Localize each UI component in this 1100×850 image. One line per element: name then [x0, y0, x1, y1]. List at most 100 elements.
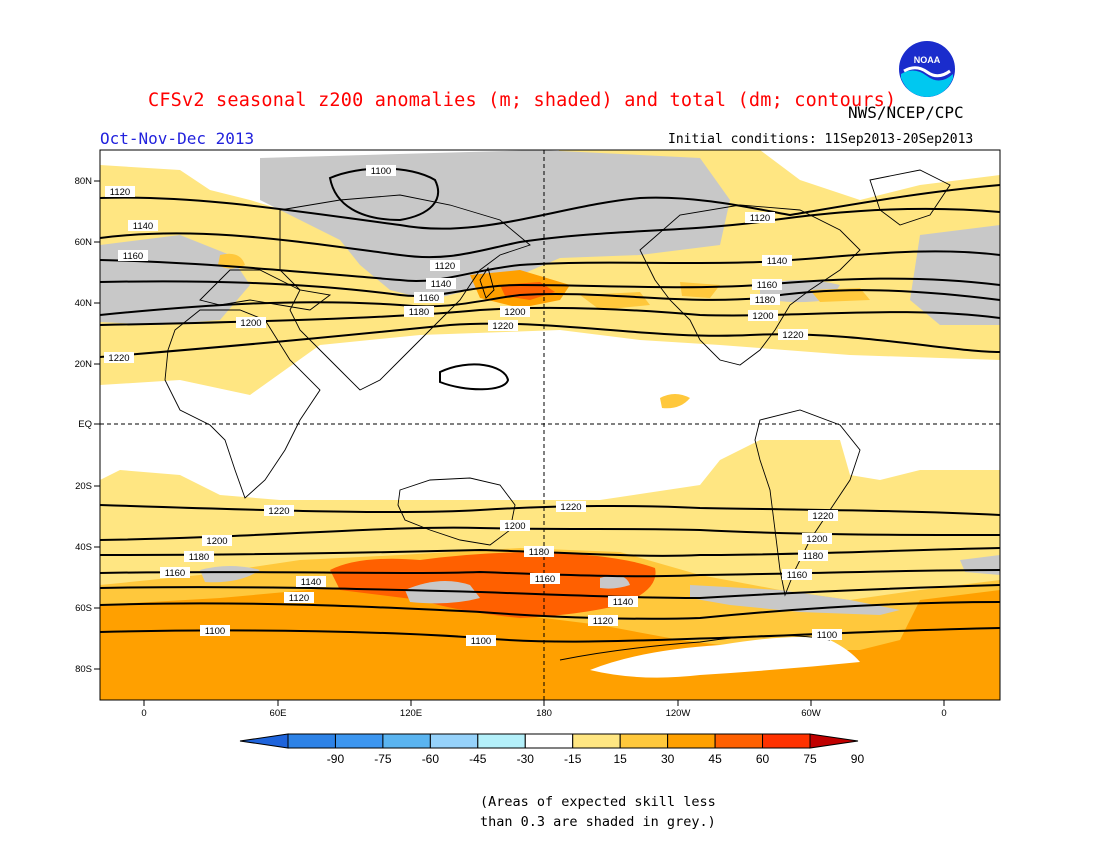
contour-labels: 1120 1100 1140 1160 1120 1140 1160 1180 …	[104, 165, 842, 647]
svg-text:1160: 1160	[757, 280, 777, 291]
contour-label: 1220	[808, 510, 838, 522]
contour-label: 1160	[414, 292, 444, 304]
svg-text:1220: 1220	[812, 511, 833, 522]
colorbar	[239, 733, 859, 749]
lon-tick-label: 60W	[801, 708, 821, 719]
svg-text:1180: 1180	[803, 551, 823, 562]
svg-text:1100: 1100	[817, 630, 837, 641]
lat-tick-label: 40N	[75, 298, 93, 309]
lon-tick-label: 120W	[666, 708, 691, 719]
colorbar-box	[287, 733, 336, 749]
svg-text:1160: 1160	[123, 251, 143, 262]
coast-north-america	[639, 204, 861, 366]
svg-text:1140: 1140	[133, 221, 153, 232]
skill-note-line2: than 0.3 are shaded in grey.)	[480, 814, 716, 830]
coast-europe	[199, 269, 332, 311]
contour-label: 1220	[264, 505, 294, 517]
contour-label: 1140	[608, 596, 638, 608]
contour-1100-nh	[100, 184, 1000, 230]
contour-label: 1180	[750, 294, 780, 306]
contour-label: 1200	[748, 310, 778, 322]
lat-tick-label: 20N	[75, 359, 93, 370]
contour-1220-nh	[100, 322, 1000, 358]
noaa-logo-icon: NOAA	[897, 39, 957, 99]
lon-tick-label: 0	[941, 708, 946, 719]
contour-1180-nh	[100, 289, 1000, 316]
colorbar-tick-label: 15	[614, 752, 628, 766]
colorbar-tick-label: 75	[803, 752, 817, 766]
lon-tick-label: 120E	[400, 708, 422, 719]
colorbar-tick-label: 45	[708, 752, 722, 766]
lat-tick-label: 80N	[75, 176, 93, 187]
svg-text:1220: 1220	[782, 330, 803, 341]
svg-text:1160: 1160	[419, 293, 439, 304]
svg-text:1220: 1220	[560, 502, 581, 513]
svg-text:1140: 1140	[767, 256, 787, 267]
contour-label: 1180	[524, 546, 554, 558]
contour-label: 1200	[500, 520, 530, 532]
colorbar-tick-label: -15	[564, 752, 582, 766]
coast-australia	[397, 477, 516, 546]
contour-label: 1120	[430, 260, 460, 272]
colorbar-tick-label: -75	[374, 752, 392, 766]
skill-note-line1: (Areas of expected skill less	[480, 794, 716, 810]
colorbar-tick-label: 30	[661, 752, 675, 766]
colorbar-labels: -90 -75 -60 -45 -30 -15 15 30 45 60 75 90	[327, 752, 865, 766]
contour-label: 1140	[426, 278, 456, 290]
contour-label: 1120	[284, 592, 314, 604]
svg-text:1100: 1100	[205, 626, 225, 637]
svg-text:1140: 1140	[301, 577, 321, 588]
lat-labels: 80N 60N 40N 20N EQ 20S 40S 60S 80S	[75, 176, 93, 675]
lon-labels: 0 60E 120E 180 120W 60W 0	[141, 708, 946, 719]
colorbar-box	[334, 733, 384, 749]
svg-text:1220: 1220	[108, 353, 129, 364]
contour-label: 1160	[160, 567, 190, 579]
svg-text:1160: 1160	[787, 570, 807, 581]
contour-label: 1100	[366, 165, 396, 177]
contour-label: 1180	[798, 550, 828, 562]
contour-label: 1220	[556, 501, 586, 513]
svg-text:1200: 1200	[206, 536, 227, 547]
contour-label: 1120	[105, 186, 135, 198]
svg-text:1160: 1160	[535, 574, 555, 585]
map-frame	[99, 149, 1001, 701]
lon-tick-label: 0	[141, 708, 146, 719]
svg-text:1180: 1180	[189, 552, 209, 563]
lat-tick-label: 80S	[75, 664, 92, 675]
svg-text:1120: 1120	[435, 261, 455, 272]
contour-tropical-high	[439, 363, 510, 391]
contour-label: 1100	[466, 635, 496, 647]
contour-1100-sh	[100, 627, 1000, 643]
svg-text:1120: 1120	[289, 593, 309, 604]
axis-ticks	[94, 180, 945, 706]
contour-label: 1140	[128, 220, 158, 232]
contour-label: 1100	[812, 629, 842, 641]
svg-text:1200: 1200	[240, 318, 261, 329]
coast-antarctica	[559, 635, 831, 661]
contour-label: 1200	[500, 306, 530, 318]
svg-text:1120: 1120	[110, 187, 130, 198]
contour-1200-nh	[100, 306, 1000, 326]
colorbar-tick-label: -60	[422, 752, 440, 766]
svg-text:1120: 1120	[593, 616, 613, 627]
season-label: Oct-Nov-Dec 2013	[100, 129, 255, 148]
colorbar-box	[619, 733, 669, 749]
contour-label: 1220	[104, 352, 134, 364]
lon-tick-label: 60E	[270, 708, 287, 719]
contour-label: 1120	[588, 615, 618, 627]
contour-1200-sh	[100, 526, 1000, 541]
agency-label: NWS/NCEP/CPC	[848, 103, 964, 122]
contour-label: 1160	[752, 279, 782, 291]
svg-text:1140: 1140	[431, 279, 451, 290]
svg-text:1220: 1220	[268, 506, 289, 517]
svg-text:1200: 1200	[504, 307, 525, 318]
contour-label: 1220	[488, 320, 518, 332]
colorbar-box	[572, 733, 621, 749]
contour-label: 1220	[778, 329, 808, 341]
svg-text:1200: 1200	[806, 534, 827, 545]
colorbar-box	[477, 733, 526, 749]
svg-text:1180: 1180	[529, 547, 549, 558]
svg-text:1180: 1180	[409, 307, 429, 318]
initial-conditions-label: Initial conditions: 11Sep2013-20Sep2013	[668, 132, 974, 147]
